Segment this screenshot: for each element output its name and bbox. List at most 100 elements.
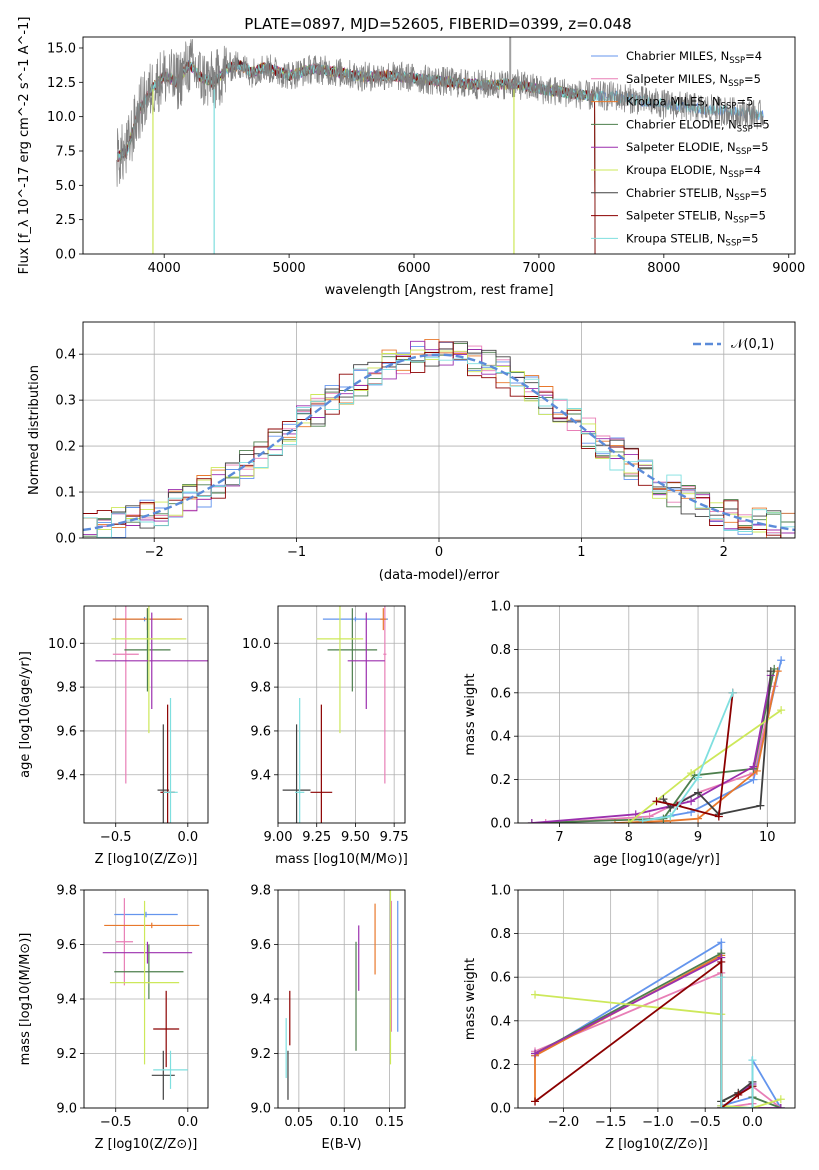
weights_vs_age-plot-area xyxy=(527,656,786,823)
legend-entry: Salpeter STELIB, NSSP=5 xyxy=(626,209,766,226)
axes-frame xyxy=(277,605,406,824)
weight-line xyxy=(720,977,754,1108)
weight-marker xyxy=(541,819,550,823)
x-tick-label: 1 xyxy=(577,545,585,560)
age_vs_Z-plot-area xyxy=(95,606,208,823)
weight-line xyxy=(662,671,772,816)
x-tick-label: 0.05 xyxy=(284,1115,313,1130)
x-axis-label: mass [log10(M/M⊙)] xyxy=(275,852,408,867)
axes-frame xyxy=(517,605,796,824)
legend-entry: Salpeter ELODIE, NSSP=5 xyxy=(626,140,769,157)
y-tick-label: 10.0 xyxy=(242,637,271,652)
panels: 4000 5000 6000 7000 8000 90000.02.55.07.510.0… xyxy=(17,17,805,1152)
y-tick-label: 7.5 xyxy=(55,144,76,159)
y-tick-label: 9.4 xyxy=(250,993,271,1008)
x-axis-label: Z [log10(Z/Z⊙)] xyxy=(95,852,198,867)
model-spectrum-line xyxy=(117,60,596,254)
weight-line xyxy=(531,668,776,823)
normal-reference-curve xyxy=(83,353,795,532)
x-tick-label: 9.75 xyxy=(380,830,409,845)
weight-marker xyxy=(694,773,703,782)
y-tick-label: 9.4 xyxy=(56,768,77,783)
weight-marker xyxy=(694,788,703,797)
y-tick-label: 0.8 xyxy=(490,927,511,942)
x-tick-label: −0.5 xyxy=(100,1115,132,1130)
weight-marker xyxy=(717,938,726,947)
weight-marker xyxy=(694,814,703,823)
weight-marker xyxy=(777,706,786,715)
weight-marker xyxy=(666,803,675,812)
weight-marker xyxy=(687,797,696,806)
legend-entry: Kroupa STELIB, NSSP=5 xyxy=(626,231,758,248)
y-tick-label: 9.2 xyxy=(250,1047,271,1062)
y-axis-label: mass weight xyxy=(463,958,478,1040)
weight-marker xyxy=(624,819,633,823)
x-tick-label: 6000 xyxy=(397,261,430,276)
y-tick-label: 9.6 xyxy=(250,724,271,739)
weight-line xyxy=(614,670,779,823)
weight-marker xyxy=(527,819,536,823)
axes-frame xyxy=(83,605,209,824)
y-tick-label: 9.6 xyxy=(56,724,77,739)
weight-marker xyxy=(766,667,775,676)
y-tick-label: 0.6 xyxy=(490,686,511,701)
weight-marker xyxy=(717,957,726,966)
weight-marker xyxy=(776,1095,785,1104)
y-tick-label: 10.0 xyxy=(47,110,76,125)
x-tick-label: −2 xyxy=(145,545,164,560)
y-tick-label: 9.0 xyxy=(250,1102,271,1117)
weight-marker xyxy=(734,1090,743,1099)
x-axis-label: E(B-V) xyxy=(321,1137,361,1152)
x-tick-label: 0.0 xyxy=(177,1115,198,1130)
x-tick-label: 9.25 xyxy=(302,830,331,845)
y-axis-label: mass weight xyxy=(463,673,478,755)
y-tick-label: 5.0 xyxy=(55,179,76,194)
axes-frame xyxy=(83,889,209,1109)
weight-marker xyxy=(776,1104,785,1108)
weight-marker xyxy=(717,973,726,982)
x-tick-label: 0.10 xyxy=(330,1115,359,1130)
x-tick-label: −1.0 xyxy=(642,1115,674,1130)
y-tick-label: 0.1 xyxy=(55,486,76,501)
y-axis-label: Flux [f_λ 10^-17 erg cm^-2 s^-1 A^-1] xyxy=(17,17,32,275)
y-tick-label: 9.4 xyxy=(56,993,77,1008)
residuals-plot-area xyxy=(83,338,795,538)
model-spectrum-line xyxy=(117,59,596,254)
y-tick-label: 9.8 xyxy=(250,681,271,696)
x-tick-label: 0.0 xyxy=(742,1115,763,1130)
weight-marker xyxy=(717,1104,726,1108)
y-axis-label: Normed distribution xyxy=(27,365,42,495)
y-tick-label: 9.6 xyxy=(56,938,77,953)
weight-marker xyxy=(687,769,696,778)
spectrum-plot-area xyxy=(116,37,764,254)
x-tick-label: 4000 xyxy=(148,261,181,276)
y-tick-label: 9.8 xyxy=(56,884,77,899)
x-axis-label: Z [log10(Z/Z⊙)] xyxy=(95,1137,198,1152)
x-tick-label: −0.5 xyxy=(689,1115,721,1130)
weight-line xyxy=(534,940,782,1108)
legend-entry: Chabrier MILES, NSSP=4 xyxy=(626,49,762,66)
model-spectrum-line xyxy=(117,59,596,254)
model-spectrum-line xyxy=(117,60,596,254)
x-axis-label: Z [log10(Z/Z⊙)] xyxy=(605,1137,708,1152)
x-tick-label: 0.15 xyxy=(375,1115,404,1130)
x-tick-label: 7000 xyxy=(522,261,555,276)
y-tick-label: 0.2 xyxy=(490,773,511,788)
age_vs_mass-plot-area xyxy=(282,606,388,823)
x-tick-label: 8 xyxy=(625,830,633,845)
weight-marker xyxy=(748,1104,757,1108)
x-tick-label: 9.00 xyxy=(264,830,293,845)
axes-frame xyxy=(277,889,406,1109)
residual-histogram xyxy=(83,341,795,538)
weight-marker xyxy=(666,812,675,821)
weight-marker xyxy=(531,1049,540,1058)
mass_vs_ebv-plot-area xyxy=(285,890,399,1100)
y-tick-label: 0.0 xyxy=(490,1102,511,1117)
residuals-panel: −2 −1 0 1 2 0.0 0.1 0.2 0.3 0.4 (data-model)/error… xyxy=(27,321,796,583)
weight-line xyxy=(642,692,734,822)
weight-marker xyxy=(638,816,647,823)
x-tick-label: 9000 xyxy=(772,261,805,276)
x-tick-label: 9 xyxy=(694,830,702,845)
weights_vs_Z-panel: −2.0 −1.5 −1.0 −0.5 0.0 0.0 0.2 0.4 0.6 0.8 1.0 Z [… xyxy=(463,884,796,1152)
